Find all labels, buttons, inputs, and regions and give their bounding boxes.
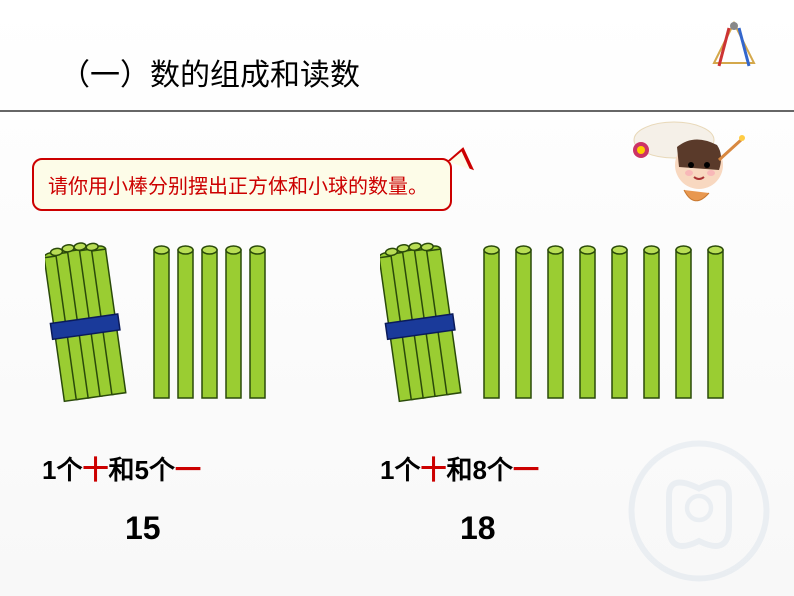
watermark-icon <box>624 436 774 586</box>
number-2: 18 <box>460 510 496 547</box>
label2-middle: 和8个 <box>446 455 512 485</box>
loose-sticks-1 <box>150 242 280 412</box>
section-title: （一）数的组成和读数 <box>60 50 360 94</box>
stick-bundle-1 <box>45 240 115 400</box>
loose-sticks-2 <box>480 242 750 412</box>
label2-one: 一 <box>513 455 539 485</box>
label1-prefix: 1个 <box>42 455 82 485</box>
label1-ten: 十 <box>82 455 108 485</box>
label2-ten: 十 <box>420 455 446 485</box>
number-1: 15 <box>125 510 161 547</box>
speech-bubble: 请你用小棒分别摆出正方体和小球的数量。 <box>32 158 452 211</box>
fairy-character-icon <box>619 105 749 215</box>
label1-middle: 和5个 <box>108 455 174 485</box>
label2-prefix: 1个 <box>380 455 420 485</box>
sticks-area <box>0 230 794 410</box>
label1-one: 一 <box>175 455 201 485</box>
label-group-2: 1个十和8个一 <box>380 450 539 487</box>
stick-bundle-2 <box>380 240 450 400</box>
label-group-1: 1个十和5个一 <box>42 450 201 487</box>
math-tools-icon <box>704 18 764 73</box>
